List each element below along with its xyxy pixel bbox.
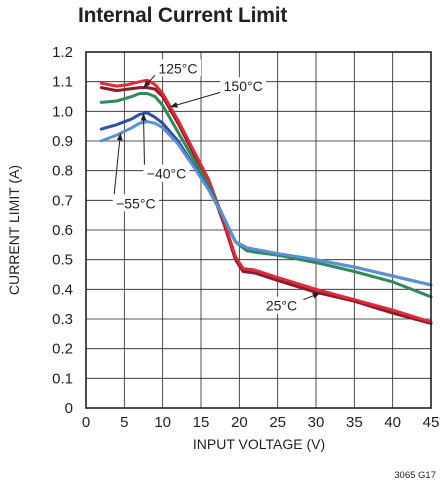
annotation-leader: [113, 133, 121, 198]
x-tick-label: 40: [384, 414, 401, 431]
annotation-leader: [170, 91, 222, 108]
plot-frame: [85, 51, 432, 409]
chart-title: Internal Current Limit: [78, 4, 288, 27]
y-tick-label: 0.1: [52, 370, 73, 387]
x-tick-label: 5: [120, 414, 128, 431]
annotation-text: −55°C: [116, 195, 155, 211]
annotation-label: −55°C: [112, 133, 159, 212]
annotation-bg: [220, 77, 267, 95]
y-tick-label: 1.2: [52, 44, 73, 61]
annotation-label: 150°C: [170, 77, 267, 108]
series-line-55c: [99, 120, 433, 287]
y-axis-label: CURRENT LIMIT (A): [6, 165, 22, 295]
annotation-arrowhead: [140, 113, 147, 121]
y-tick-label: 0.2: [52, 341, 73, 358]
y-tick-label: 0.5: [52, 252, 73, 269]
annotation-bg: [262, 296, 301, 314]
x-tick-label: 0: [82, 414, 90, 431]
grid: [86, 52, 431, 408]
series-line-150c: [99, 78, 433, 324]
x-tick-labels: 0 5 10 15 20 25 30 35 40 45: [82, 414, 440, 431]
annotation-arrowhead: [143, 80, 151, 88]
y-tick-label: 1.1: [52, 74, 73, 91]
x-tick-label: 45: [423, 414, 440, 431]
series-lines: [99, 78, 433, 325]
y-tick-label: 1.0: [52, 103, 73, 120]
x-tick-label: 10: [154, 414, 171, 431]
y-tick-label: 0.3: [52, 311, 73, 328]
annotation-label: 25°C: [262, 292, 321, 314]
y-tick-label: 0: [65, 400, 73, 417]
x-tick-label: 30: [308, 414, 325, 431]
x-tick-label: 15: [193, 414, 210, 431]
x-tick-label: 35: [346, 414, 363, 431]
series-line-25c: [99, 92, 433, 299]
annotations: 125°C 150°C −40°C −55°C 25°C: [112, 59, 321, 314]
x-tick-label: 20: [231, 414, 248, 431]
x-tick-label: 25: [269, 414, 286, 431]
annotation-bg: [112, 194, 159, 212]
figure-code: 3065 G17: [394, 470, 436, 481]
annotation-text: −40°C: [147, 166, 186, 182]
annotation-text: 150°C: [224, 78, 263, 94]
y-tick-label: 0.7: [52, 192, 73, 209]
annotation-label: 125°C: [143, 59, 201, 88]
annotation-arrowhead: [170, 102, 178, 108]
annotation-arrowhead: [312, 292, 320, 299]
annotation-label: −40°C: [140, 113, 190, 182]
y-tick-label: 0.9: [52, 133, 73, 150]
annotation-leader: [143, 113, 145, 168]
y-tick-label: 0.6: [52, 222, 73, 239]
annotation-arrowhead: [116, 133, 123, 141]
y-tick-label: 0.4: [52, 281, 73, 298]
y-tick-label: 0.8: [52, 163, 73, 180]
annotation-text: 25°C: [266, 298, 297, 314]
y-tick-labels: 0 0.1 0.2 0.3 0.4 0.5 0.6 0.7 0.8 0.9 1.0 1.1 1.2: [52, 44, 73, 417]
annotation-text: 125°C: [158, 60, 197, 76]
x-axis-label: INPUT VOLTAGE (V): [193, 436, 325, 452]
annotation-bg: [155, 59, 201, 77]
annotation-bg: [143, 164, 190, 182]
